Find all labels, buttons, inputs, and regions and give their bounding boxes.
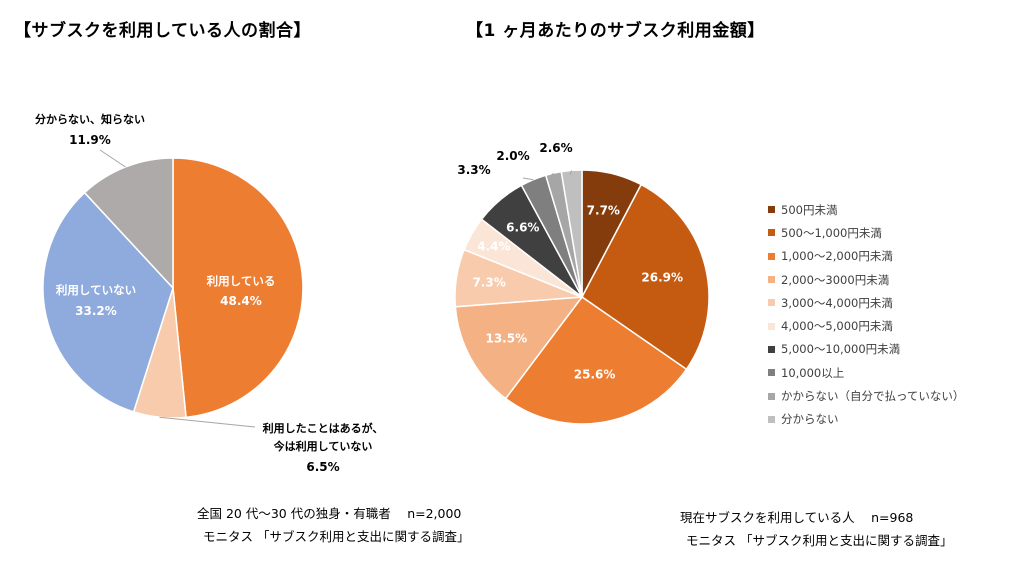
legend-item-5: 4,000～5,000円未満 <box>768 314 964 337</box>
left-slice-3 <box>83 157 174 290</box>
legend-label-1: 500～1,000円未満 <box>781 225 882 240</box>
left-label-1-name-line1: 利用したことはあるが、 <box>263 421 384 435</box>
legend-label-3: 2,000～3000円未満 <box>781 272 890 287</box>
legend-swatch-9 <box>768 415 775 423</box>
right-chart-title: 【1 ヶ月あたりのサブスク利用金額】 <box>466 21 765 41</box>
right-label-1-value: 26.9% <box>641 270 683 284</box>
right-footnote-line-2: モニタス 「サブスク利用と支出に関する調査」 <box>686 533 953 548</box>
legend-label-9: 分からない <box>781 412 839 427</box>
right-label-4-value: 7.3% <box>472 276 505 290</box>
legend-item-2: 1,000～2,000円未満 <box>768 245 964 268</box>
left-label-1-name-line2: 今は利用していない <box>273 439 373 453</box>
legend-item-6: 5,000～10,000円未満 <box>768 338 964 361</box>
legend-item-4: 3,000～4,000円未満 <box>768 291 964 314</box>
legend-item-3: 2,000～3000円未満 <box>768 268 964 291</box>
legend-swatch-0 <box>768 206 775 214</box>
legend-swatch-3 <box>768 276 775 284</box>
right-label-0-value: 7.7% <box>587 204 620 218</box>
legend-item-9: 分からない <box>768 408 964 431</box>
right-label-3-value: 13.5% <box>485 332 527 346</box>
legend-swatch-5 <box>768 322 775 330</box>
legend-item-0: 500円未満 <box>768 198 964 221</box>
legend-label-4: 3,000～4,000円未満 <box>781 295 893 310</box>
left-label-3-name: 分からない、知らない <box>35 112 145 126</box>
left-label-1-value: 6.5% <box>306 460 339 474</box>
legend-label-8: かからない（自分で払っていない） <box>781 389 965 404</box>
left-leader-1 <box>159 416 256 428</box>
legend-item-1: 500～1,000円未満 <box>768 221 964 244</box>
legend-label-6: 5,000～10,000円未満 <box>781 342 901 357</box>
right-label-5-value: 4.4% <box>477 240 510 254</box>
left-footnote-line-2: モニタス 「サブスク利用と支出に関する調査」 <box>203 529 470 544</box>
left-leader-3 <box>99 149 126 168</box>
right-label-9-value: 2.6% <box>539 141 572 155</box>
legend-swatch-7 <box>768 369 775 377</box>
right-slice-3 <box>454 296 584 400</box>
left-label-2-value: 33.2% <box>75 304 117 318</box>
legend-label-7: 10,000以上 <box>781 365 845 380</box>
right-label-7-value: 3.3% <box>457 163 490 177</box>
right-label-8-value: 2.0% <box>496 149 529 163</box>
right-pie-labels: 7.7% 26.9% 25.6% 13.5% 7.3% 4.4% 6.6% 3.3% 2.0% 2… <box>457 141 683 382</box>
legend-swatch-8 <box>768 392 775 400</box>
left-pie-chart <box>42 157 304 419</box>
legend-swatch-2 <box>768 252 775 260</box>
legend-item-7: 10,000以上 <box>768 361 964 384</box>
legend-label-2: 1,000～2,000円未満 <box>781 249 893 264</box>
right-label-2-value: 25.6% <box>574 368 616 382</box>
right-leader-8 <box>547 172 554 179</box>
legend-label-0: 500円未満 <box>781 202 838 217</box>
left-label-2-name: 利用していない <box>55 283 136 297</box>
legend-swatch-1 <box>768 229 775 237</box>
left-label-0-value: 48.4% <box>220 294 262 308</box>
right-footnote-line-1: 現在サブスクを利用している人 n=968 <box>680 510 914 525</box>
left-slice-0 <box>172 157 304 419</box>
left-pie-labels: 利用している 48.4% 利用していない 33.2% 利用したことはあるが、今は利用して… <box>35 112 383 474</box>
right-leader-9 <box>569 170 573 176</box>
legend-label-5: 4,000～5,000円未満 <box>781 319 893 334</box>
right-pie-chart <box>454 169 710 425</box>
right-label-6-value: 6.6% <box>506 220 539 234</box>
left-label-3-value: 11.9% <box>69 133 111 147</box>
left-chart-title: 【サブスクを利用している人の割合】 <box>14 21 311 41</box>
legend-swatch-6 <box>768 345 775 353</box>
legend-swatch-4 <box>768 299 775 307</box>
right-slice-1 <box>581 183 710 371</box>
right-leader-7 <box>522 177 534 181</box>
left-label-0-name: 利用している <box>206 274 276 288</box>
left-slice-2 <box>42 191 174 413</box>
right-chart-legend: 500円未満 500～1,000円未満 1,000～2,000円未満 2,000～30… <box>768 198 964 431</box>
left-footnote-line-1: 全国 20 代～30 代の独身・有職者 n=2,000 <box>197 506 462 521</box>
right-slice-2 <box>504 295 688 425</box>
legend-item-8: かからない（自分で払っていない） <box>768 384 964 407</box>
